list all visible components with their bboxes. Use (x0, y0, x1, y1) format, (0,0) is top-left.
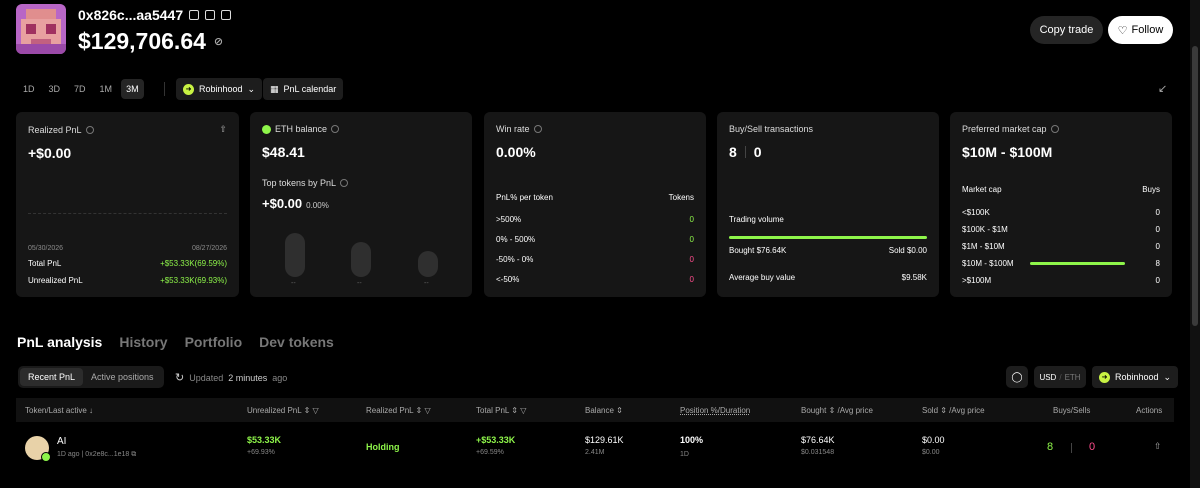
info-icon[interactable] (1050, 125, 1059, 133)
time-range-selector: 1D 3D 7D 1M 3M (18, 79, 144, 99)
share-icon[interactable]: ⇧ (1154, 441, 1162, 451)
edit-icon[interactable] (189, 10, 200, 20)
follow-button[interactable]: ♡ Follow (1108, 16, 1173, 44)
col-realized-pnl[interactable]: Realized PnL ⇕ ▽ (366, 406, 431, 415)
col-unrealized-pnl[interactable]: Unrealized PnL ⇕ ▽ (247, 406, 319, 415)
token-label: -- (291, 280, 296, 287)
col-bought[interactable]: Bought ⇕ /Avg price (801, 406, 873, 415)
col-sold[interactable]: Sold ⇕ /Avg price (922, 406, 985, 415)
main-tabs: PnL analysis History Portfolio Dev token… (17, 334, 334, 350)
share-icon[interactable]: ⇧ (219, 124, 227, 134)
col-token[interactable]: Token/Last active ↓ (25, 406, 94, 415)
updated-status: ↻ Updated 2 minutes ago (175, 372, 288, 384)
range-3m[interactable]: 3M (121, 79, 144, 99)
wallet-balance: $129,706.64 ⊘ (78, 28, 224, 54)
list-item: 0% - 500% 0 (496, 235, 694, 244)
sells-count: 0 (753, 144, 762, 160)
col-actions: Actions (1136, 406, 1163, 415)
list-item: $10M - $100M 8 (962, 259, 1160, 268)
token-label: -- (424, 280, 429, 287)
volume-bar (729, 236, 927, 239)
win-rate-card: Win rate 0.00% PnL% per token Tokens >50… (484, 112, 706, 297)
col-total-pnl[interactable]: Total PnL ⇕ ▽ (476, 406, 527, 415)
token-avatar (25, 436, 51, 462)
subtab-recent-pnl[interactable]: Recent PnL (20, 368, 84, 386)
table-header (16, 398, 1174, 422)
list-item: <-50% 0 (496, 275, 694, 284)
filter-off-icon: ◯ (1011, 371, 1023, 383)
calendar-icon: ▦ (270, 83, 279, 94)
platform-dropdown[interactable]: ➜ Robinhood ⌄ (176, 78, 263, 100)
tab-portfolio[interactable]: Portfolio (184, 334, 243, 350)
chevron-down-icon: ⌄ (247, 83, 256, 94)
info-icon[interactable] (331, 125, 340, 133)
col-buys-sells: Buys/Sells (1053, 406, 1091, 415)
list-item: $100K - $1M 0 (962, 225, 1160, 234)
info-icon[interactable] (533, 125, 542, 133)
copy-trade-button[interactable]: Copy trade (1030, 16, 1103, 44)
wallet-address: 0x826c...aa5447 (78, 7, 232, 23)
buys-count: 8 (729, 144, 737, 160)
list-item: >500% 0 (496, 215, 694, 224)
chevron-down-icon: ⌄ (1163, 371, 1172, 382)
avatar (16, 4, 66, 54)
currency-toggle[interactable]: USD / ETH (1034, 366, 1086, 388)
eth-icon (262, 124, 271, 134)
token-bar (285, 233, 305, 277)
row-buys: 8 (1047, 441, 1054, 453)
eth-balance-card: ETH balance $48.41 Top tokens by PnL +$0… (250, 112, 472, 297)
token-bar (351, 242, 371, 277)
filter-clear-button[interactable]: ◯ (1006, 366, 1028, 388)
subtab-active-positions[interactable]: Active positions (91, 372, 154, 382)
robinhood-icon: ➜ (183, 83, 194, 95)
divider (164, 82, 165, 96)
tab-dev-tokens[interactable]: Dev tokens (259, 334, 334, 350)
copy-icon[interactable] (205, 10, 216, 20)
col-position[interactable]: Position %/Duration (680, 406, 751, 415)
range-3d[interactable]: 3D (48, 84, 61, 94)
collapse-icon[interactable]: ↙ (1158, 83, 1168, 95)
table-platform-dropdown[interactable]: ➜ Robinhood ⌄ (1092, 366, 1179, 388)
row-sells: 0 (1089, 441, 1096, 453)
tab-history[interactable]: History (119, 334, 168, 350)
market-cap-bar (1030, 262, 1125, 265)
refresh-icon[interactable]: ↻ (175, 372, 185, 384)
info-icon[interactable] (340, 179, 349, 187)
token-name[interactable]: AI (57, 436, 67, 447)
realized-pnl-value: +$0.00 (28, 145, 72, 161)
range-1d[interactable]: 1D (23, 84, 35, 94)
range-1m[interactable]: 1M (99, 84, 113, 94)
robinhood-icon: ➜ (1099, 371, 1110, 383)
buy-sell-card: Buy/Sell transactions 8 0 Trading volume… (717, 112, 939, 297)
token-bar (418, 251, 438, 277)
sub-tabs: Recent PnL Active positions (18, 366, 164, 388)
range-7d[interactable]: 7D (74, 84, 86, 94)
col-balance[interactable]: Balance ⇕ (585, 406, 623, 415)
tab-pnl-analysis[interactable]: PnL analysis (17, 334, 103, 350)
hide-balance-icon[interactable]: ⊘ (213, 36, 224, 48)
token-meta: 1D ago | 0x2e8c...1e18 ⧉ (57, 451, 137, 458)
scrollbar-thumb[interactable] (1192, 46, 1198, 326)
copy-icon[interactable]: ⧉ (131, 451, 137, 458)
chain-icon (41, 452, 51, 462)
market-cap-card: Preferred market cap $10M - $100M Market… (950, 112, 1172, 297)
external-link-icon[interactable] (221, 10, 232, 20)
realized-pnl-card: Realized PnL ⇧ +$0.00 05/30/2026 08/27/2… (16, 112, 239, 297)
list-item: -50% - 0% 0 (496, 255, 694, 264)
token-label: -- (357, 280, 362, 287)
pnl-chart-baseline (28, 213, 227, 214)
pnl-calendar-button[interactable]: ▦ PnL calendar (263, 78, 344, 100)
list-item: >$100M 0 (962, 276, 1160, 285)
heart-icon: ♡ (1117, 24, 1128, 37)
list-item: <$100K 0 (962, 208, 1160, 217)
info-icon[interactable] (85, 125, 94, 134)
list-item: $1M - $10M 0 (962, 242, 1160, 251)
